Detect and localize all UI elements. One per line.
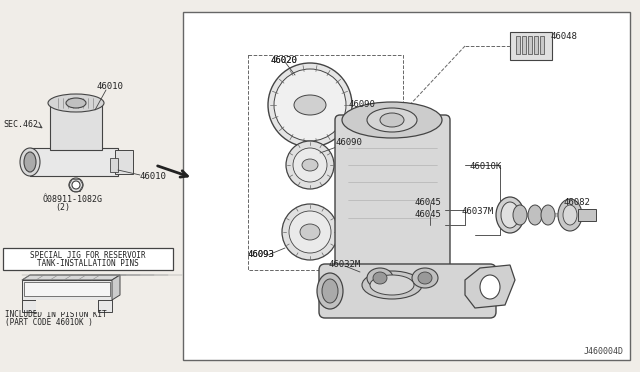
Ellipse shape [418, 272, 432, 284]
Text: 46093: 46093 [248, 250, 275, 259]
Ellipse shape [373, 272, 387, 284]
Text: 46045: 46045 [415, 198, 442, 207]
Ellipse shape [66, 98, 86, 108]
Text: 46048: 46048 [551, 32, 578, 41]
Ellipse shape [294, 95, 326, 115]
FancyBboxPatch shape [335, 115, 450, 300]
Ellipse shape [322, 279, 338, 303]
Ellipse shape [286, 141, 334, 189]
Polygon shape [22, 300, 36, 312]
Text: 46010: 46010 [140, 172, 167, 181]
Text: (PART CODE 4601OK ): (PART CODE 4601OK ) [5, 318, 93, 327]
Ellipse shape [362, 271, 422, 299]
Ellipse shape [342, 102, 442, 138]
Ellipse shape [20, 148, 40, 176]
Bar [36, 300, 98, 312]
Text: 46093: 46093 [248, 250, 275, 259]
Ellipse shape [412, 268, 438, 288]
Ellipse shape [69, 178, 83, 192]
Ellipse shape [513, 205, 527, 225]
Bar [516, 36, 520, 54]
Bar [3, 248, 173, 270]
Text: SPECIAL JIG FOR RESERVOIR: SPECIAL JIG FOR RESERVOIR [30, 251, 146, 260]
Text: 46010: 46010 [96, 82, 123, 91]
Text: 46082: 46082 [564, 198, 591, 207]
Bar [248, 55, 403, 270]
Ellipse shape [293, 148, 327, 182]
Ellipse shape [302, 159, 318, 171]
Bar [522, 36, 526, 54]
Ellipse shape [367, 108, 417, 132]
Text: J460004D: J460004D [584, 347, 624, 356]
Ellipse shape [501, 202, 519, 228]
Bar [183, 12, 630, 360]
Polygon shape [22, 275, 120, 280]
Ellipse shape [541, 205, 555, 225]
Ellipse shape [370, 275, 414, 295]
Text: 46020: 46020 [271, 56, 298, 65]
Ellipse shape [24, 152, 36, 172]
Ellipse shape [367, 268, 393, 288]
Text: 46010K: 46010K [470, 162, 502, 171]
Bar [578, 209, 596, 221]
Polygon shape [98, 300, 112, 312]
Bar [24, 282, 110, 296]
Text: (2): (2) [55, 203, 70, 212]
Text: 46032M: 46032M [329, 260, 361, 269]
Ellipse shape [289, 211, 331, 253]
Ellipse shape [274, 69, 346, 141]
Bar [540, 36, 544, 54]
Ellipse shape [300, 224, 320, 240]
Text: 46090: 46090 [336, 138, 363, 147]
Text: 46037M: 46037M [462, 207, 494, 216]
Ellipse shape [317, 273, 343, 309]
Polygon shape [22, 280, 112, 300]
Ellipse shape [282, 204, 338, 260]
Ellipse shape [558, 199, 582, 231]
Text: Ô08911-1082G: Ô08911-1082G [42, 195, 102, 204]
Ellipse shape [380, 113, 404, 127]
Ellipse shape [496, 197, 524, 233]
Bar [534, 36, 538, 54]
Polygon shape [112, 275, 120, 300]
Bar [510, 32, 552, 60]
Ellipse shape [48, 94, 104, 112]
Text: 46045: 46045 [415, 210, 442, 219]
Ellipse shape [268, 63, 352, 147]
Text: SEC.462: SEC.462 [3, 120, 38, 129]
Bar [50, 105, 102, 150]
Ellipse shape [480, 275, 500, 299]
Ellipse shape [528, 205, 542, 225]
Text: 46090: 46090 [349, 100, 376, 109]
Ellipse shape [563, 205, 577, 225]
Bar [110, 158, 118, 172]
Text: INCLUDED IN PISTON KIT: INCLUDED IN PISTON KIT [5, 310, 107, 319]
Polygon shape [465, 265, 515, 308]
FancyBboxPatch shape [319, 264, 496, 318]
Text: 46020: 46020 [271, 56, 298, 65]
Bar [528, 36, 532, 54]
Ellipse shape [72, 181, 80, 189]
Bar [115, 150, 133, 174]
Text: TANK-INSTALLATION PINS: TANK-INSTALLATION PINS [37, 259, 139, 268]
Bar [30, 148, 118, 176]
